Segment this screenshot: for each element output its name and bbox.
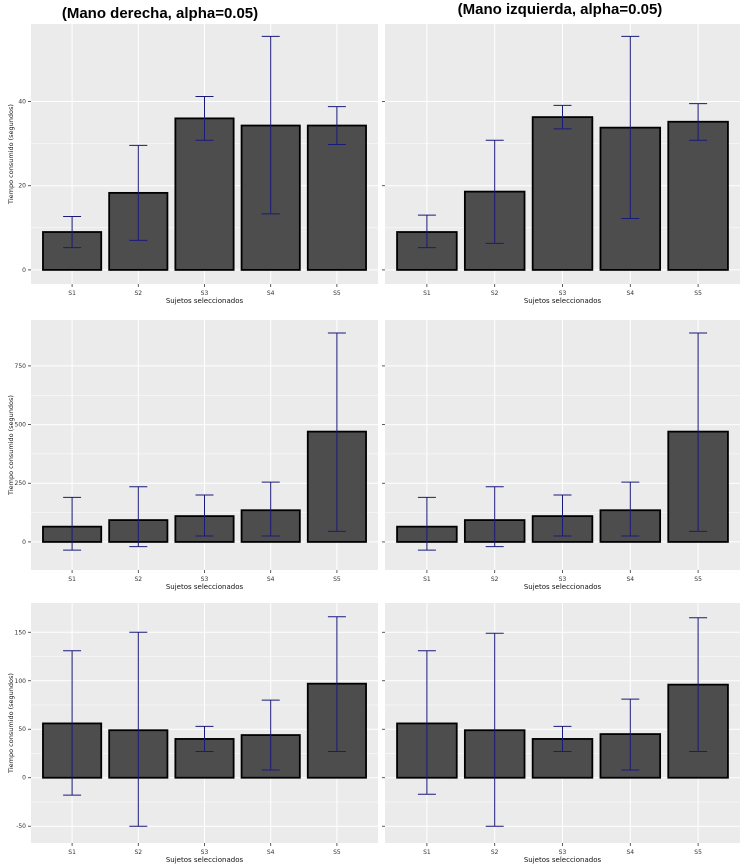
chart-title: (Mano izquierda, alpha=0.05) (458, 1, 663, 18)
y-tick-label: 0 (22, 775, 26, 782)
panel-2: (Mano izquierda, alpha=0.05) S1 S2 S3 S4 S5 Su… (382, 1, 740, 305)
x-axis-label: Sujetos seleccionados (166, 583, 244, 591)
bar-s1 (42, 231, 103, 271)
error-bar-s5 (327, 106, 346, 145)
x-tick-label: S2 (134, 849, 142, 856)
panel-4: S1 S2 S3 S4 S5 Sujetos seleccionados (382, 320, 740, 591)
error-bar-s3 (553, 494, 572, 537)
y-tick-label: 500 (15, 422, 27, 429)
x-axis-label: Sujetos seleccionados (166, 297, 244, 305)
x-axis-label: Sujetos seleccionados (524, 583, 602, 591)
x-tick-label: S1 (68, 290, 76, 297)
error-bar-s3 (195, 725, 214, 753)
error-bar-s3 (195, 95, 214, 141)
panel-6: S1 S2 S3 S4 S5 Sujetos seleccionados (382, 603, 740, 864)
x-tick-label: S5 (333, 576, 341, 583)
x-tick-label: S4 (267, 576, 275, 583)
x-tick-label: S2 (491, 290, 499, 297)
error-bar-s4 (261, 699, 280, 771)
error-bar-s4 (261, 481, 280, 537)
y-tick-label: 0 (22, 267, 26, 274)
error-bar-s1 (63, 650, 82, 796)
y-axis-label: Tiempo consumido (segundos) (7, 395, 15, 496)
error-bar-s2 (129, 486, 148, 548)
error-bar-s4 (261, 35, 280, 215)
error-bar-s1 (417, 214, 436, 249)
x-tick-label: S5 (333, 290, 341, 297)
error-bar-s5 (689, 617, 708, 753)
bar-s3 (174, 117, 235, 271)
x-tick-label: S1 (423, 576, 431, 583)
x-tick-label: S3 (201, 849, 209, 856)
x-tick-label: S3 (559, 849, 567, 856)
error-bar-s2 (485, 486, 504, 548)
error-bar-s4 (621, 698, 640, 771)
x-tick-label: S1 (423, 849, 431, 856)
error-bar-s2 (485, 632, 504, 827)
x-tick-label: S5 (694, 849, 702, 856)
y-tick-label: 20 (18, 183, 26, 190)
y-tick-label: 150 (15, 629, 27, 636)
panel-3: 0 250 500 750 S1 S2 S3 S4 S5 Sujetos seleccionado… (7, 320, 378, 591)
y-tick-label: 100 (15, 678, 27, 685)
y-axis-label: Tiempo consumido (segundos) (7, 104, 15, 205)
error-bar-s2 (129, 631, 148, 827)
chart-title: (Mano derecha, alpha=0.05) (62, 5, 258, 22)
error-bar-s3 (553, 725, 572, 753)
panel-5: -50 0 50 100 150 S1 S2 S3 S4 S5 Sujetos selecciona… (7, 603, 378, 864)
y-tick-label: 250 (15, 480, 27, 487)
error-bar-s5 (327, 616, 346, 753)
error-bar-s4 (621, 481, 640, 537)
x-tick-label: S4 (267, 849, 275, 856)
error-bar-s1 (63, 215, 82, 249)
x-tick-label: S5 (694, 290, 702, 297)
error-bar-s5 (689, 103, 708, 141)
error-bar-s3 (195, 494, 214, 537)
bar-s5 (306, 124, 367, 271)
x-tick-label: S2 (491, 576, 499, 583)
x-tick-label: S3 (201, 576, 209, 583)
x-tick-label: S2 (491, 849, 499, 856)
error-bar-s2 (485, 139, 504, 244)
y-tick-label: 750 (15, 363, 27, 370)
x-tick-label: S1 (423, 290, 431, 297)
error-bar-s1 (63, 496, 82, 551)
error-bar-s5 (689, 332, 708, 532)
x-tick-label: S5 (333, 849, 341, 856)
x-tick-label: S2 (134, 290, 142, 297)
x-tick-label: S5 (694, 576, 702, 583)
error-bar-s1 (417, 650, 436, 795)
y-tick-label: 0 (22, 539, 26, 546)
panel-1: (Mano derecha, alpha=0.05) 0 20 40 S1 S2 S3 S4 S… (7, 5, 378, 305)
x-axis-label: Sujetos seleccionados (166, 856, 244, 864)
error-bar-s2 (129, 144, 148, 241)
error-bar-s5 (327, 332, 346, 532)
x-tick-label: S4 (626, 849, 634, 856)
y-axis-label: Tiempo consumido (segundos) (7, 673, 15, 774)
error-bar-s1 (417, 496, 436, 551)
x-tick-label: S1 (68, 576, 76, 583)
x-tick-label: S3 (559, 576, 567, 583)
x-tick-label: S1 (68, 849, 76, 856)
y-tick-label: 50 (18, 726, 26, 733)
x-axis-label: Sujetos seleccionados (524, 856, 602, 864)
error-bar-s3 (553, 104, 572, 130)
x-tick-label: S4 (626, 576, 634, 583)
x-tick-label: S4 (626, 290, 634, 297)
bar-s3 (531, 116, 594, 271)
x-tick-label: S4 (267, 290, 275, 297)
y-tick-label: 40 (18, 99, 26, 106)
bar-s5 (667, 120, 729, 271)
error-bar-s4 (621, 35, 640, 220)
x-axis-label: Sujetos seleccionados (524, 297, 602, 305)
x-tick-label: S3 (559, 290, 567, 297)
x-tick-label: S2 (134, 576, 142, 583)
y-tick-label: -50 (16, 823, 26, 830)
x-tick-label: S3 (201, 290, 209, 297)
